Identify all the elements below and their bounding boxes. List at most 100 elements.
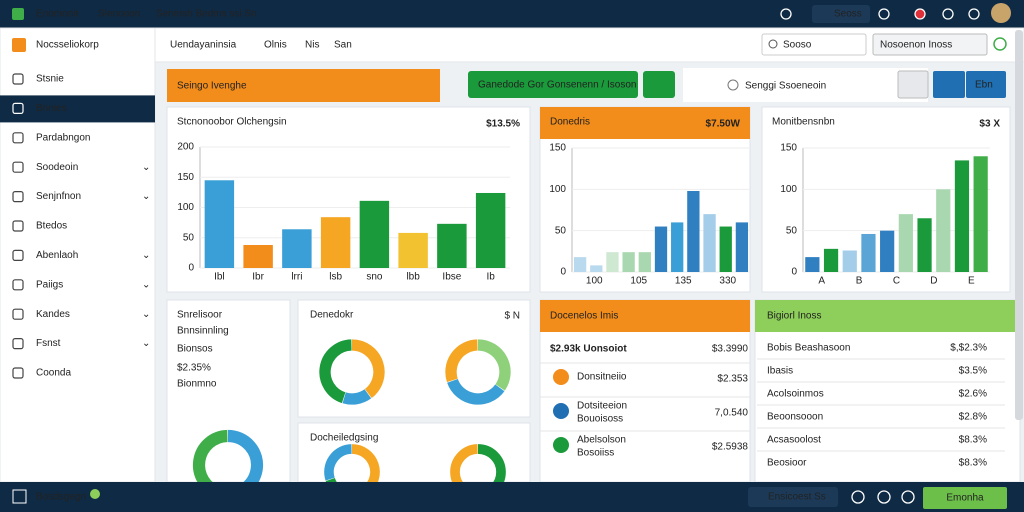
sidebar-icon (12, 249, 24, 261)
header-tab[interactable]: Nis (305, 40, 319, 51)
sidebar-item[interactable]: Fsnst (36, 338, 61, 349)
list-head: $2.93k Uonsoiot (550, 344, 627, 355)
user-box[interactable] (812, 5, 870, 23)
donut-segment (319, 339, 352, 404)
row-value: $8.3% (959, 458, 987, 469)
sidebar-item[interactable]: Btedos (36, 221, 67, 232)
chevron: ⌄ (142, 162, 150, 173)
sidebar-icon (12, 220, 24, 232)
y-tick-label: 100 (549, 184, 566, 195)
sidebar-item[interactable]: Stsnie (36, 74, 64, 85)
top-icon[interactable] (780, 8, 792, 20)
sidebar-item[interactable]: Bnnies (36, 103, 67, 114)
header-tab[interactable]: Olnis (264, 40, 287, 51)
footer-button[interactable] (923, 487, 1007, 509)
sidebar-item[interactable]: Soodeoin (36, 162, 78, 173)
bar (638, 252, 651, 272)
y-tick-label: 150 (780, 143, 797, 154)
action-button-text: Ganedode Gor Gonsenenn / Isoson (478, 80, 636, 91)
sidebar-item[interactable]: Senjnfnon (36, 191, 81, 202)
chart-badge: $7.50W (706, 119, 741, 130)
row-name: Dotsiteeion (577, 401, 627, 412)
footer-icon[interactable] (877, 490, 891, 504)
list-title: Bigiorl Inoss (767, 311, 821, 322)
y-tick-label: 100 (780, 184, 797, 195)
card-badge: $ N (504, 311, 520, 322)
x-tick-label: Ibr (252, 272, 264, 283)
blue-button[interactable] (933, 71, 965, 98)
banner (167, 69, 440, 102)
chevron: ⌄ (142, 191, 150, 202)
y-tick-label: 50 (555, 225, 567, 236)
x-tick-label: 105 (630, 276, 647, 287)
dropdown[interactable] (872, 33, 988, 56)
footer-icon[interactable] (901, 490, 915, 504)
y-tick-label: 100 (177, 202, 194, 213)
bar (573, 257, 587, 272)
donut-segment (477, 339, 511, 391)
x-tick-label: A (818, 276, 825, 287)
top-icon[interactable] (942, 8, 954, 20)
card-subtitle: Bnnsinnling (177, 326, 229, 337)
chevron: ⌄ (142, 279, 150, 290)
footer-button-text: Emonha (946, 493, 984, 504)
bar (437, 223, 467, 268)
row-icon (553, 369, 569, 385)
sidebar-item[interactable]: Pardabngon (36, 132, 91, 143)
footer-icon (12, 489, 27, 504)
card-value: $2.35% (177, 363, 211, 374)
icon-button[interactable] (643, 71, 675, 98)
bar (880, 230, 895, 272)
blue-button[interactable] (966, 71, 1006, 98)
bar (671, 222, 684, 272)
tool-button[interactable] (897, 70, 929, 99)
sidebar-active (0, 95, 155, 123)
y-tick-label: 0 (791, 267, 797, 278)
x-tick-label: sno (366, 272, 383, 283)
sidebar-icon (12, 367, 24, 379)
bar (359, 200, 390, 268)
list-head-value: $3.3990 (712, 344, 749, 355)
top-tab[interactable]: Slenooon (98, 9, 140, 20)
sidebar-icon (12, 338, 24, 350)
donut-segment (447, 378, 505, 405)
y-tick-label: 0 (188, 263, 194, 274)
sidebar-item[interactable]: Paiigs (36, 279, 63, 290)
footer-icon[interactable] (851, 490, 865, 504)
sidebar-icon (12, 308, 24, 320)
list-head-value: $,$2.3% (950, 343, 987, 354)
card-title: Docheiledgsing (310, 433, 378, 444)
top-icon[interactable] (914, 8, 926, 20)
bar (398, 232, 428, 268)
refresh-icon[interactable] (993, 37, 1007, 51)
x-tick-label: E (968, 276, 975, 287)
top-tab[interactable]: Senmsh Bedms ssi Sn (156, 9, 257, 20)
sidebar-item[interactable]: Abenlaoh (36, 250, 78, 261)
sidebar-icon (12, 161, 24, 173)
row-name: Acolsoinmos (767, 389, 824, 400)
bar (703, 214, 716, 272)
logo (12, 38, 26, 52)
chevron: ⌄ (142, 250, 150, 261)
search-box[interactable] (761, 33, 867, 56)
toolbar-strip (683, 68, 928, 102)
top-icon[interactable] (968, 8, 980, 20)
row-icon (553, 403, 569, 419)
x-tick-label: lsb (329, 272, 342, 283)
chart-badge: $13.5% (486, 119, 520, 130)
y-tick-label: 50 (786, 225, 798, 236)
action-button[interactable] (468, 71, 638, 98)
bar (243, 245, 273, 268)
sidebar-item[interactable]: Kandes (36, 309, 70, 320)
row-name: Beoonsooon (767, 412, 823, 423)
top-icon[interactable] (878, 8, 890, 20)
chart-badge: $3 X (979, 119, 1000, 130)
bar (320, 217, 351, 268)
bar (282, 229, 312, 268)
sidebar-item[interactable]: Coonda (36, 368, 71, 379)
header-tab[interactable]: San (334, 40, 352, 51)
chevron: ⌄ (142, 309, 150, 320)
footer-box[interactable] (748, 487, 838, 507)
y-tick-label: 150 (549, 143, 566, 154)
